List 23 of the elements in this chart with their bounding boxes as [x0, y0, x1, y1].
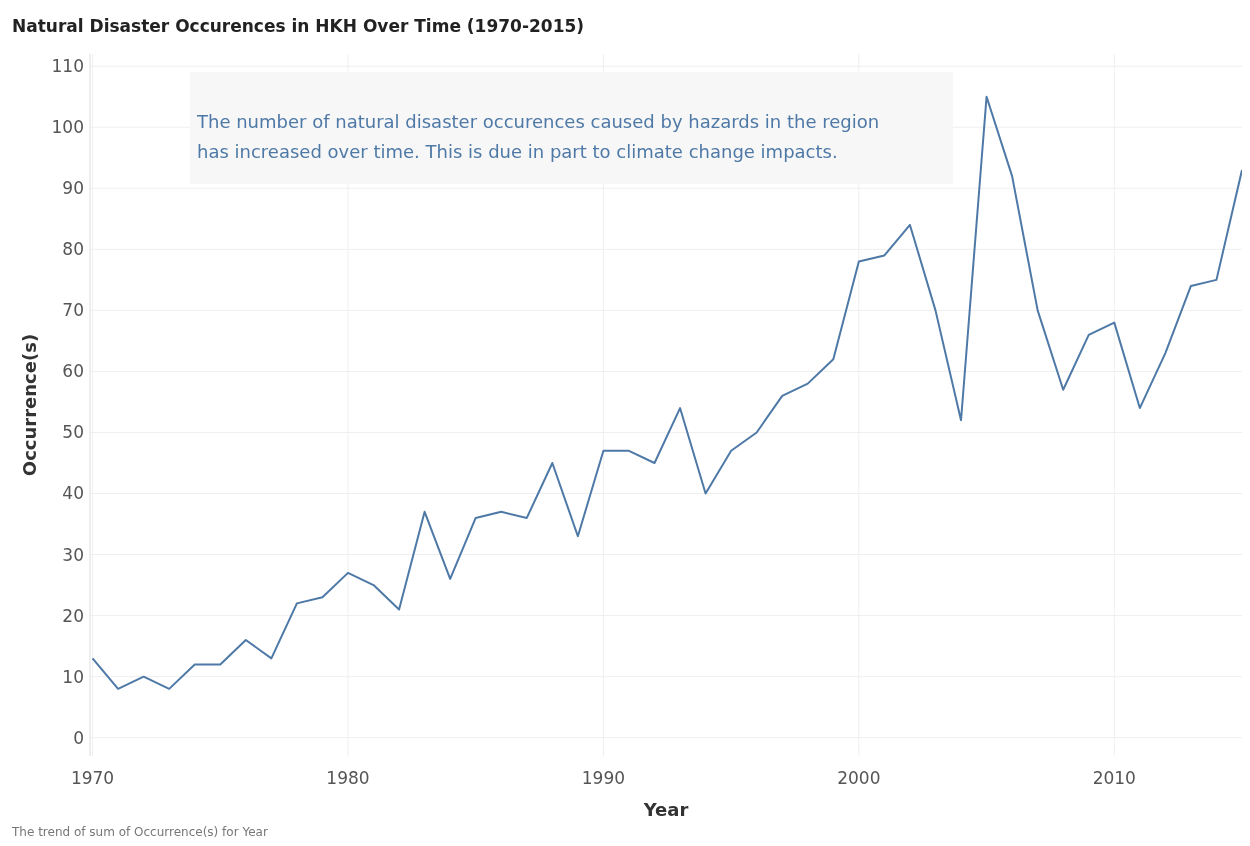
annotation: The number of natural disaster occurences caused by hazards in the region has increased over time. This is due in part to climate change impacts. — [196, 111, 880, 162]
y-tick-label: 70 — [62, 300, 84, 321]
x-tick-label: 2010 — [1092, 768, 1136, 788]
y-tick-label: 80 — [62, 239, 84, 260]
chart-title: Natural Disaster Occurences in HKH Over Time (1970-2015) — [12, 16, 585, 36]
y-tick-label: 0 — [73, 727, 84, 748]
line-series — [91, 95, 1242, 690]
x-tick-label: 1980 — [326, 768, 370, 788]
y-tick-label: 60 — [62, 361, 84, 382]
y-tick-label: 90 — [62, 178, 84, 199]
y-tick-label: 110 — [51, 56, 84, 77]
x-axis-title: Year — [642, 799, 689, 820]
y-tick-label: 30 — [62, 544, 84, 565]
x-tick-label: 1990 — [581, 768, 626, 788]
y-tick-label: 20 — [62, 605, 84, 626]
y-tick-label: 50 — [62, 422, 84, 443]
text: The trend of sum of Occurrence(s) for Year — [11, 825, 268, 839]
y-tick-label: 100 — [51, 117, 84, 138]
y-tick-label: 10 — [62, 666, 84, 687]
y-tick-label: 40 — [62, 483, 84, 504]
x-tick-label: 1970 — [70, 768, 115, 788]
y-axis-title: Occurrence(s) — [19, 333, 40, 477]
x-tick-label: 2000 — [837, 768, 881, 788]
